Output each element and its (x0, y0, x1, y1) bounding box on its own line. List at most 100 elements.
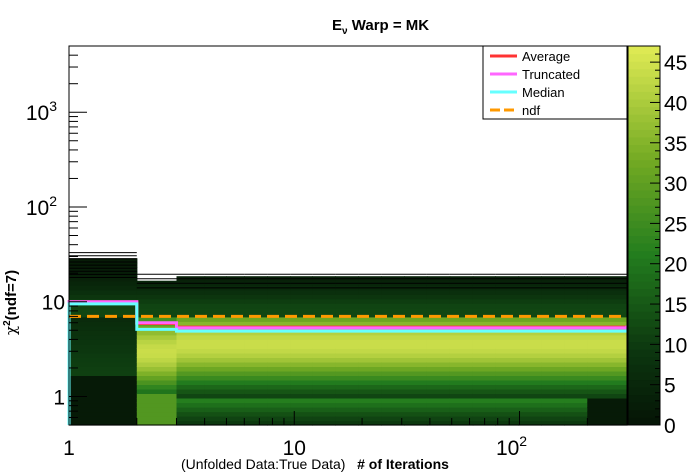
heatmap-cell (564, 388, 588, 394)
heatmap-cell (244, 420, 268, 426)
y-tick-label: 10 (42, 292, 65, 315)
heatmap-cell (244, 352, 268, 358)
heatmap-cell (226, 334, 245, 340)
heatmap-cell (518, 316, 542, 322)
heatmap-cell (449, 370, 474, 376)
heatmap-cell (404, 312, 428, 318)
heatmap-cell (518, 307, 542, 313)
heatmap-cell (290, 352, 313, 358)
heatmap-cell (381, 375, 405, 381)
heatmap-cell (176, 321, 206, 327)
heatmap-cell (381, 370, 405, 376)
heatmap-cell (244, 348, 268, 354)
heatmap-cell (495, 352, 520, 358)
heatmap-cell (564, 402, 588, 408)
heatmap-cell (176, 416, 206, 422)
heatmap-cell (404, 402, 428, 408)
heatmap-cell (176, 352, 206, 358)
heatmap-cell (495, 316, 520, 322)
heatmap-cell (69, 348, 138, 354)
heatmap-cell (541, 402, 565, 408)
heatmap-cell (564, 330, 588, 336)
heatmap-cell (358, 303, 382, 309)
heatmap-cell (290, 357, 313, 363)
heatmap-cell (176, 407, 206, 413)
heatmap-cell (244, 316, 268, 322)
heatmap-cell (69, 411, 138, 417)
heatmap-cell (176, 294, 206, 300)
title-rest: Warp = MK (347, 17, 430, 34)
heatmap-cell (404, 416, 428, 422)
heatmap-cell (518, 348, 542, 354)
heatmap-cell (472, 357, 496, 363)
heatmap-cell (404, 352, 428, 358)
heatmap-cell (204, 375, 227, 381)
heatmap-cell (267, 379, 291, 385)
heatmap-cell (244, 393, 268, 399)
heatmap-cell (244, 388, 268, 394)
heatmap-cell (204, 388, 227, 394)
heatmap-cell (136, 339, 178, 345)
heatmap-cell (335, 366, 359, 372)
heatmap-cell (495, 416, 520, 422)
heatmap-cell (587, 298, 628, 304)
heatmap-cell (541, 312, 565, 318)
heatmap-cell (290, 416, 313, 422)
colorbar-segment (628, 152, 660, 161)
heatmap-cell (426, 294, 451, 300)
heatmap-cell (404, 321, 428, 327)
heatmap-cell (541, 379, 565, 385)
heatmap-cell (358, 289, 382, 295)
heatmap-cell (312, 388, 336, 394)
heatmap-cell (244, 307, 268, 313)
colorbar-segment (628, 61, 660, 70)
heatmap-cell (244, 321, 268, 327)
heatmap-cell (426, 416, 451, 422)
heatmap-cell (290, 298, 313, 304)
heatmap-cell (136, 334, 178, 340)
heatmap-cell (226, 411, 245, 417)
heatmap-cell (518, 411, 542, 417)
colorbar-segment (628, 296, 660, 305)
heatmap-cell (244, 416, 268, 422)
heatmap-cell (564, 316, 588, 322)
heatmap-cell (495, 330, 520, 336)
heatmap-cell (176, 339, 206, 345)
heatmap-cell (587, 388, 628, 394)
colorbar-segment (628, 394, 660, 403)
heatmap-cell (495, 411, 520, 417)
legend-label-truncated: Truncated (522, 67, 580, 82)
heatmap-cell (495, 357, 520, 363)
heatmap-cell (312, 370, 336, 376)
heatmap-cell (335, 420, 359, 426)
heatmap-cell (244, 330, 268, 336)
colorbar-tick-label: 45 (664, 52, 687, 75)
heatmap-cell (449, 388, 474, 394)
heatmap-cell (335, 307, 359, 313)
heatmap-cell (587, 294, 628, 300)
heatmap-cell (176, 289, 206, 295)
heatmap-cell (244, 402, 268, 408)
heatmap-cell (541, 339, 565, 345)
y-axis-label-rest: (ndf=7) (3, 269, 20, 321)
heatmap-cell (136, 379, 178, 385)
heatmap-cell (495, 407, 520, 413)
heatmap-cell (267, 388, 291, 394)
heatmap-cell (358, 366, 382, 372)
heatmap-cell (69, 361, 138, 367)
heatmap-cell (449, 416, 474, 422)
colorbar-frame (627, 45, 661, 426)
heatmap-cell (335, 330, 359, 336)
heatmap-cell (404, 303, 428, 309)
heatmap-cell (495, 384, 520, 390)
heatmap-cell (226, 402, 245, 408)
heatmap-cell (335, 407, 359, 413)
heatmap-cell (267, 407, 291, 413)
heatmap-cell (587, 352, 628, 358)
heatmap-cell (204, 352, 227, 358)
heatmap-cell (312, 407, 336, 413)
heatmap-cell (587, 411, 628, 417)
heatmap-cell (290, 411, 313, 417)
heatmap-cell (404, 379, 428, 385)
heatmap-cell (136, 348, 178, 354)
